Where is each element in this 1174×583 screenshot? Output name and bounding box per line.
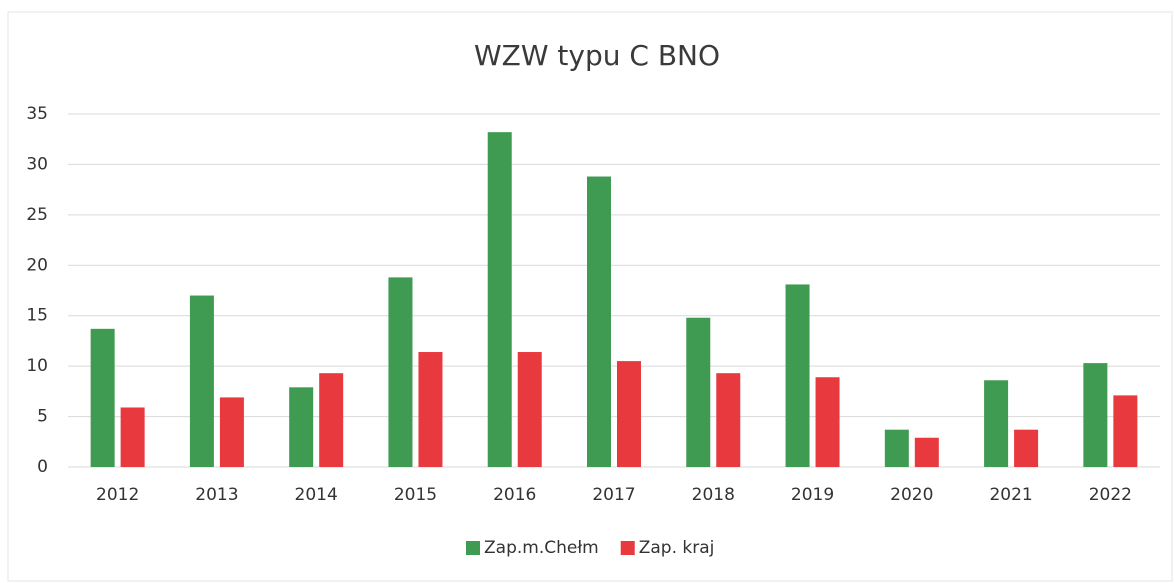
- bar: [388, 277, 413, 467]
- bar: [418, 352, 443, 467]
- x-tick-label: 2022: [1089, 485, 1132, 505]
- bar: [984, 380, 1009, 467]
- x-tick-label: 2021: [989, 485, 1032, 505]
- chart-title: WZW typu C BNO: [474, 39, 720, 72]
- legend-swatch: [620, 541, 635, 555]
- bar: [617, 361, 641, 467]
- x-tick-label: 2013: [195, 485, 238, 505]
- x-tick-label: 2016: [493, 485, 536, 505]
- bar: [686, 317, 711, 467]
- y-tick-label: 0: [37, 457, 48, 477]
- y-tick-label: 35: [26, 104, 48, 124]
- x-tick-label: 2012: [96, 485, 139, 505]
- bar: [884, 429, 909, 467]
- x-tick-label: 2019: [791, 485, 834, 505]
- y-tick-label: 30: [26, 154, 48, 174]
- legend-label: Zap.m.Chełm: [484, 538, 599, 558]
- bar: [289, 387, 314, 467]
- bar: [120, 407, 145, 467]
- y-tick-label: 20: [26, 255, 48, 275]
- x-tick-label: 2020: [890, 485, 933, 505]
- bar: [1083, 363, 1108, 467]
- bar: [1014, 429, 1039, 467]
- bar: [487, 132, 512, 467]
- legend-swatch: [466, 541, 480, 555]
- y-tick-label: 5: [37, 407, 48, 427]
- bar: [1113, 395, 1138, 467]
- bar: [517, 352, 542, 467]
- x-tick-label: 2014: [295, 485, 338, 505]
- bar: [189, 295, 214, 467]
- x-tick-label: 2015: [394, 485, 437, 505]
- x-tick-label: 2017: [592, 485, 635, 505]
- bar: [219, 397, 244, 467]
- y-tick-label: 25: [26, 205, 48, 225]
- y-tick-label: 10: [26, 356, 48, 376]
- bar: [716, 373, 741, 467]
- bar: [914, 437, 939, 467]
- bar: [90, 328, 115, 467]
- y-tick-label: 15: [26, 306, 48, 326]
- legend-label: Zap. kraj: [639, 538, 715, 558]
- bar: [319, 373, 344, 467]
- bar: [785, 284, 810, 467]
- bar: [587, 176, 611, 467]
- x-tick-label: 2018: [692, 485, 735, 505]
- bar: [815, 377, 840, 467]
